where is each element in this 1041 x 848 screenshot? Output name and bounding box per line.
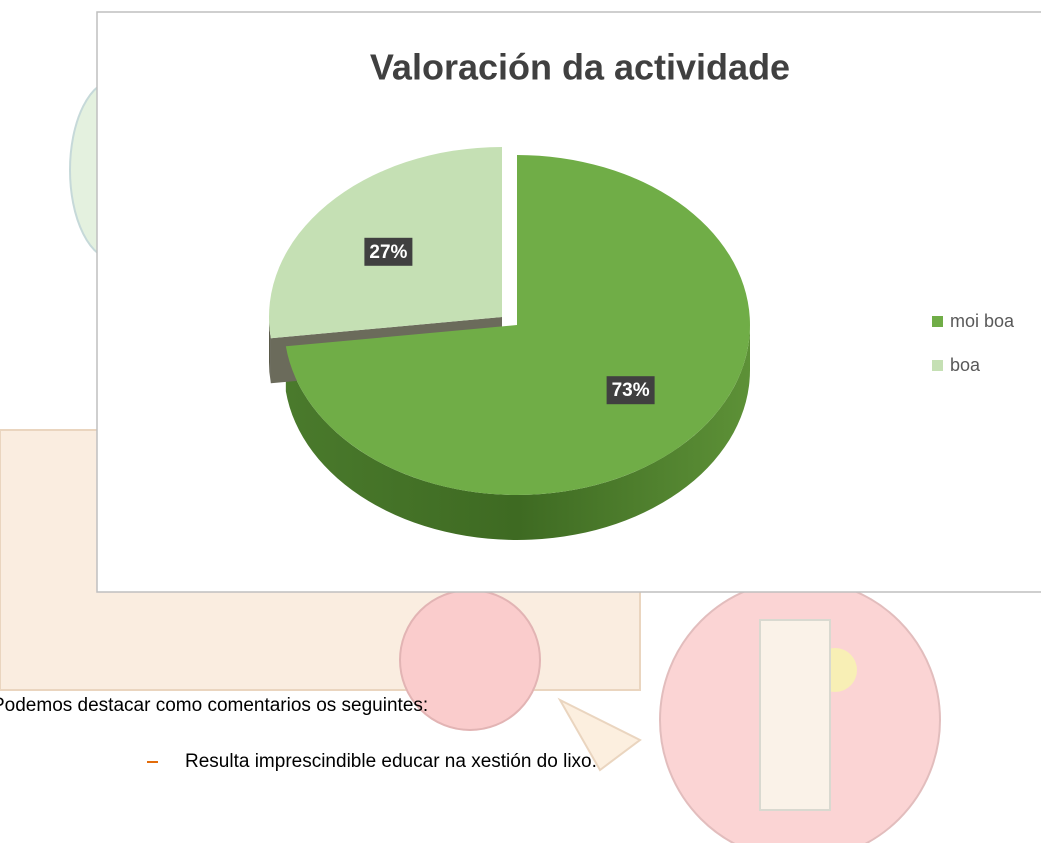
legend: moi boa boa — [932, 311, 1015, 375]
data-label: 73% — [612, 380, 650, 401]
data-label-box — [364, 237, 413, 266]
intro-text: Podemos destacar como comentarios os seg… — [0, 695, 428, 716]
pie: 73% 27% — [269, 147, 750, 541]
pie-slice — [285, 155, 750, 495]
bullet-text: Resulta imprescindible educar na xestión… — [185, 751, 597, 772]
legend-label: moi boa — [950, 311, 1015, 331]
data-label: 27% — [369, 242, 407, 263]
legend-label: boa — [950, 355, 981, 375]
data-label-box — [606, 376, 655, 405]
pie-side — [285, 325, 750, 541]
legend-swatch — [932, 316, 943, 327]
pie-side — [269, 317, 271, 384]
chart-title: Valoración da actividade — [370, 47, 790, 88]
legend-swatch — [932, 360, 943, 371]
